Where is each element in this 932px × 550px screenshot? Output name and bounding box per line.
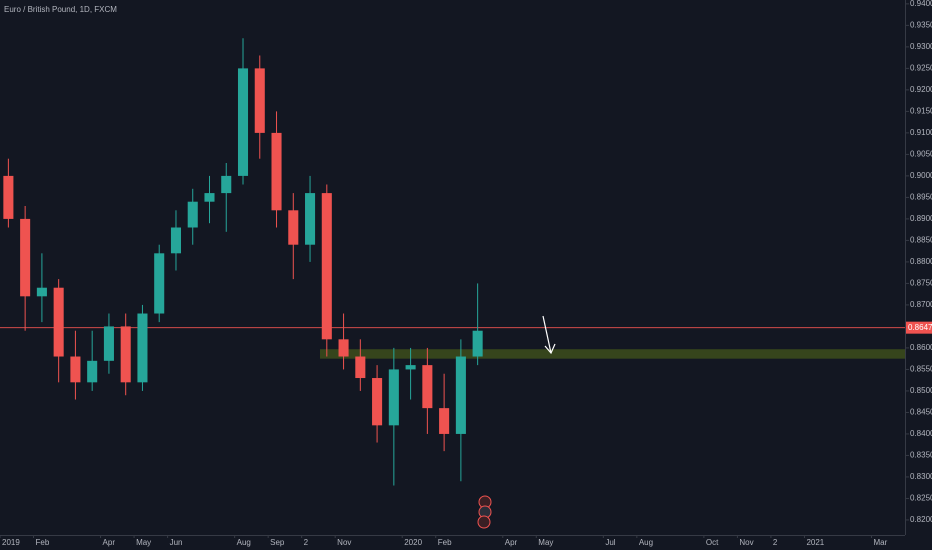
x-tick-label: 2020 (404, 538, 422, 547)
y-tick-label: 0.89500 (910, 193, 932, 202)
candle-body (221, 175, 232, 194)
x-tick-label: Feb (438, 538, 452, 547)
last-price-label: 0.86471 (908, 323, 932, 332)
candle-body (103, 326, 114, 361)
candle-body (288, 210, 299, 245)
candle-body (237, 68, 249, 176)
candle-body (36, 287, 47, 297)
candle-body (204, 193, 215, 202)
y-tick-label: 0.90000 (910, 171, 932, 180)
y-tick-label: 0.91500 (910, 106, 932, 115)
candle-body (120, 326, 131, 383)
candle-body (187, 201, 198, 228)
x-tick-label: 2019 (2, 538, 20, 547)
y-tick-label: 0.82500 (910, 494, 932, 503)
candle-body (271, 132, 282, 211)
x-tick-label: Nov (739, 538, 753, 547)
x-tick-label: Apr (103, 538, 116, 547)
y-tick-label: 0.88500 (910, 236, 932, 245)
arrow (542, 315, 556, 355)
x-tick-label: 2 (304, 538, 309, 547)
y-tick-label: 0.94000 (910, 0, 932, 8)
x-tick-label: Apr (505, 538, 518, 547)
x-tick-label: 2 (773, 538, 778, 547)
y-tick-label: 0.93000 (910, 42, 932, 51)
candle-body (137, 313, 148, 383)
y-tick-label: 0.87500 (910, 279, 932, 288)
candle-body (338, 339, 349, 357)
y-tick-label: 0.86000 (910, 343, 932, 352)
candle-body (87, 360, 98, 383)
x-tick-label: May (538, 538, 553, 547)
y-tick-label: 0.92000 (910, 85, 932, 94)
candle-body (154, 253, 165, 314)
plot (0, 38, 905, 486)
x-tick-label: Feb (36, 538, 50, 547)
candle-body (3, 175, 14, 219)
y-tick-label: 0.83500 (910, 451, 932, 460)
support-zone (320, 349, 905, 359)
y-tick-label: 0.89000 (910, 214, 932, 223)
x-tick-label: Nov (337, 538, 351, 547)
candle-body (472, 330, 483, 357)
candle-body (355, 356, 366, 379)
last-price-box (906, 321, 932, 334)
candle-body (70, 356, 81, 383)
x-tick-label: May (136, 538, 151, 547)
y-tick-label: 0.90500 (910, 150, 932, 159)
candle-body (170, 227, 181, 254)
candle-body (405, 365, 416, 370)
y-tick-label: 0.83000 (910, 472, 932, 481)
y-tick-label: 0.87000 (910, 300, 932, 309)
y-tick-label: 0.91000 (910, 128, 932, 137)
y-tick-label: 0.85500 (910, 365, 932, 374)
candle-body (439, 408, 450, 434)
y-tick-label: 0.82000 (910, 515, 932, 524)
candle-body (422, 365, 433, 409)
x-tick-label: 2021 (806, 538, 824, 547)
candle-body (20, 218, 31, 297)
y-tick-label: 0.84500 (910, 408, 932, 417)
x-tick-label: Mar (873, 538, 887, 547)
x-tick-label: Sep (270, 538, 285, 547)
x-tick-label: Oct (706, 538, 719, 547)
event-badges (477, 495, 492, 529)
candle-body (321, 193, 332, 340)
candle-body (305, 193, 316, 245)
y-tick-label: 0.93500 (910, 20, 932, 29)
x-tick-label: Aug (237, 538, 251, 547)
candle-body (254, 68, 265, 133)
x-tick-label: Jul (605, 538, 615, 547)
candle-body (455, 356, 466, 434)
y-tick-label: 0.88000 (910, 257, 932, 266)
y-tick-label: 0.92500 (910, 63, 932, 72)
candle-body (53, 287, 64, 357)
candle-body (372, 378, 383, 426)
chart-title: Euro / British Pound, 1D, FXCM (4, 5, 117, 14)
y-tick-label: 0.85000 (910, 386, 932, 395)
x-tick-label: Jun (170, 538, 183, 547)
x-tick-label: Aug (639, 538, 653, 547)
y-tick-label: 0.84000 (910, 429, 932, 438)
candle-body (388, 369, 399, 426)
